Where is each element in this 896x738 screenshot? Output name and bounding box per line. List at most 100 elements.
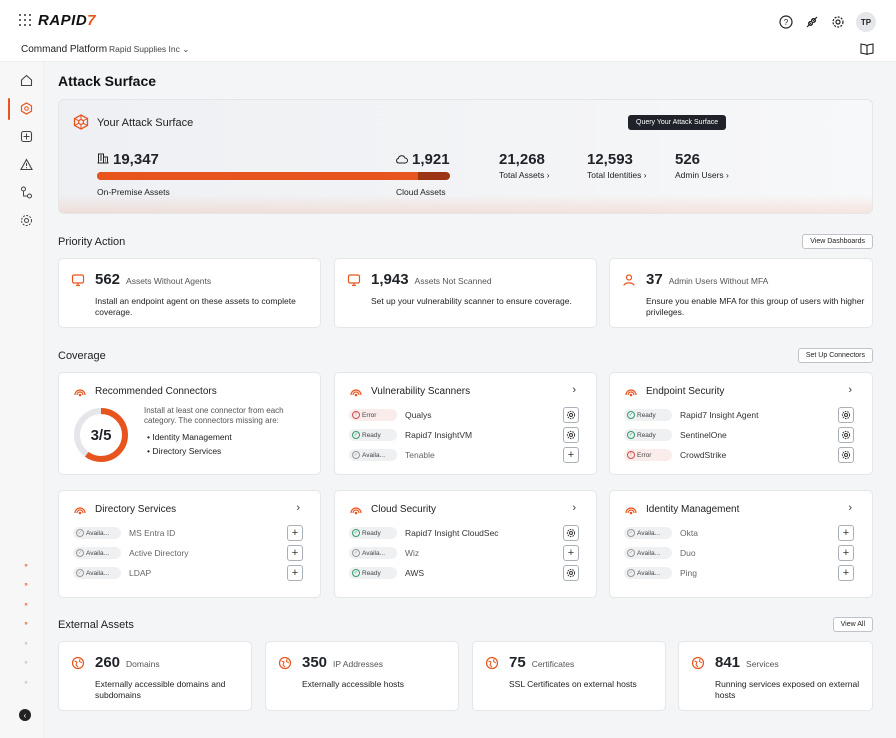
card-title: Cloud Security <box>371 504 437 515</box>
configure-connector-button[interactable] <box>838 407 854 423</box>
home-icon[interactable] <box>19 73 33 87</box>
workflow-icon[interactable] <box>19 185 33 199</box>
configure-connector-button[interactable] <box>563 407 579 423</box>
product-switcher-icon[interactable]: » <box>24 679 28 686</box>
product-switcher-icon[interactable]: » <box>24 601 28 608</box>
configure-connector-button[interactable] <box>563 427 579 443</box>
add-connector-button[interactable]: + <box>838 565 854 581</box>
total-assets-stat[interactable]: 21,268 Total Assets › <box>499 151 550 180</box>
configure-connector-button[interactable] <box>838 427 854 443</box>
card-title: Identity Management <box>646 504 740 515</box>
context-bar: Command Platform Rapid Supplies Inc ⌄ <box>0 40 896 62</box>
collapse-sidebar-icon[interactable]: ‹ <box>19 709 31 721</box>
connection-icon[interactable] <box>804 14 820 30</box>
configure-connector-button[interactable] <box>563 565 579 581</box>
connector-row: ✓ Availa... Active Directory + <box>73 545 303 561</box>
gear-icon <box>566 430 576 440</box>
connector-icon <box>349 504 363 521</box>
query-attack-surface-button[interactable]: Query Your Attack Surface <box>628 115 727 130</box>
add-connector-button[interactable]: + <box>287 525 303 541</box>
chevron-right-icon[interactable]: › <box>848 502 852 514</box>
status-icon: ✓ <box>352 529 360 537</box>
admin-users-stat[interactable]: 526 Admin Users › <box>675 151 729 180</box>
chevron-right-icon: › <box>546 170 550 180</box>
status-icon: ✓ <box>627 431 635 439</box>
status-icon: ! <box>627 451 635 459</box>
product-switcher-icon[interactable]: » <box>24 581 28 588</box>
chevron-right-icon[interactable]: › <box>572 384 576 396</box>
monitor-icon <box>347 273 361 290</box>
building-icon <box>97 151 109 168</box>
plus-icon: + <box>842 567 850 579</box>
rapid7-logo[interactable]: RAPID7 <box>38 12 97 29</box>
onprem-assets-label: On-Premise Assets <box>97 187 170 197</box>
plus-icon: + <box>842 527 850 539</box>
card-title: Directory Services <box>95 504 177 515</box>
set-up-connectors-button[interactable]: Set Up Connectors <box>797 348 873 363</box>
priority-card-agents[interactable]: 562 Assets Without Agents Install an endp… <box>58 258 321 328</box>
add-connector-button[interactable]: + <box>563 545 579 561</box>
settings-icon[interactable] <box>830 14 846 30</box>
chevron-right-icon[interactable]: › <box>296 502 300 514</box>
attack-surface-icon[interactable] <box>19 101 33 115</box>
external-card-certificates[interactable]: 75 Certificates SSL Certificates on exter… <box>472 641 666 711</box>
view-all-button[interactable]: View All <box>832 617 873 632</box>
add-connector-button[interactable]: + <box>287 545 303 561</box>
user-avatar[interactable]: TP <box>856 12 876 32</box>
external-assets-heading: External Assets <box>58 619 134 631</box>
alert-icon[interactable] <box>19 157 33 171</box>
asset-split-bar <box>97 172 450 180</box>
view-dashboards-button[interactable]: View Dashboards <box>802 234 873 249</box>
target-icon[interactable] <box>19 129 33 143</box>
platform-name: Command Platform <box>21 44 108 55</box>
gear-icon <box>841 450 851 460</box>
configure-connector-button[interactable] <box>838 447 854 463</box>
sidebar-active-indicator <box>8 98 10 120</box>
priority-card-mfa[interactable]: 37 Admin Users Without MFA Ensure you ena… <box>609 258 873 328</box>
docs-book-icon[interactable] <box>860 43 874 58</box>
settings-icon[interactable] <box>19 213 33 227</box>
product-switcher-icon[interactable]: » <box>24 659 28 666</box>
status-icon: ✓ <box>76 569 84 577</box>
plus-icon: + <box>567 449 575 461</box>
add-connector-button[interactable]: + <box>563 447 579 463</box>
hero-title: Your Attack Surface <box>97 117 194 129</box>
external-card-services[interactable]: 841 Services Running services exposed on … <box>678 641 873 711</box>
product-switcher-icon[interactable]: » <box>24 640 28 647</box>
status-badge: ! Error <box>624 449 672 461</box>
add-connector-button[interactable]: + <box>287 565 303 581</box>
connector-row: ✓ Availa... LDAP + <box>73 565 303 581</box>
connector-name: LDAP <box>129 568 152 578</box>
status-badge: ✓ Availa... <box>349 449 397 461</box>
product-switcher-icon[interactable]: » <box>24 562 28 569</box>
total-identities-stat[interactable]: 12,593 Total Identities › <box>587 151 647 180</box>
onprem-assets-count[interactable]: 19,347 <box>97 151 159 168</box>
product-switcher-icon[interactable]: » <box>24 620 28 627</box>
add-connector-button[interactable]: + <box>838 545 854 561</box>
connector-icon <box>624 504 638 521</box>
app-launcher-icon[interactable] <box>19 14 31 26</box>
external-card-domains[interactable]: 260 Domains Externally accessible domains… <box>58 641 252 711</box>
directory-services-card: Directory Services › ✓ Availa... MS Entra ID… <box>58 490 321 598</box>
gear-icon <box>566 410 576 420</box>
org-selector[interactable]: Rapid Supplies Inc ⌄ <box>109 44 190 54</box>
connector-name: CrowdStrike <box>680 450 727 460</box>
missing-connector-item: Identity Management <box>147 430 231 444</box>
chevron-right-icon[interactable]: › <box>572 502 576 514</box>
configure-connector-button[interactable] <box>563 525 579 541</box>
cloud-icon <box>395 151 408 168</box>
chevron-right-icon[interactable]: › <box>848 384 852 396</box>
connector-name: Tenable <box>405 450 435 460</box>
missing-connector-item: Directory Services <box>147 444 232 458</box>
card-title: Vulnerability Scanners <box>371 386 471 397</box>
add-connector-button[interactable]: + <box>838 525 854 541</box>
connector-name: Qualys <box>405 410 432 420</box>
status-badge: ✓ Ready <box>349 527 397 539</box>
help-icon[interactable]: ? <box>778 14 794 30</box>
status-icon: ✓ <box>352 431 360 439</box>
plus-icon: + <box>291 527 299 539</box>
cloud-assets-count[interactable]: 1,921 <box>395 151 450 168</box>
external-card-ips[interactable]: 350 IP Addresses Externally accessible ho… <box>265 641 459 711</box>
status-icon: ✓ <box>627 411 635 419</box>
priority-card-not-scanned[interactable]: 1,943 Assets Not Scanned Set up your vuln… <box>334 258 597 328</box>
